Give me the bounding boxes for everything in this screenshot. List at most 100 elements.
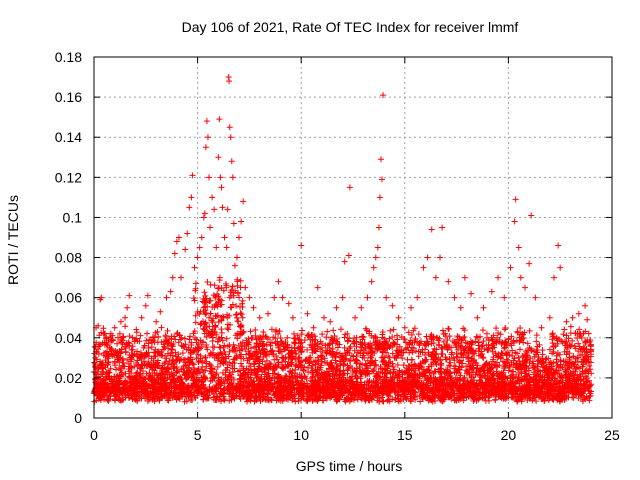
data-point bbox=[215, 298, 222, 305]
data-point bbox=[285, 392, 292, 399]
data-point bbox=[425, 375, 432, 382]
data-point bbox=[237, 310, 244, 317]
data-point bbox=[569, 337, 576, 344]
data-point bbox=[220, 357, 227, 364]
data-point bbox=[426, 393, 433, 400]
data-point bbox=[321, 355, 328, 362]
data-point bbox=[357, 341, 364, 348]
data-point bbox=[406, 370, 413, 377]
data-point bbox=[507, 374, 514, 381]
data-point bbox=[554, 337, 561, 344]
data-point bbox=[153, 386, 160, 393]
data-point bbox=[394, 336, 401, 343]
data-point bbox=[489, 387, 496, 394]
data-point bbox=[402, 339, 409, 346]
data-point bbox=[502, 324, 509, 331]
data-point bbox=[133, 326, 140, 333]
data-point bbox=[298, 348, 305, 355]
data-point bbox=[313, 348, 320, 355]
data-point bbox=[237, 353, 244, 360]
data-point bbox=[182, 341, 189, 348]
data-point bbox=[440, 338, 447, 345]
data-point bbox=[575, 395, 582, 402]
data-point bbox=[337, 326, 344, 333]
data-point bbox=[258, 373, 265, 380]
data-point bbox=[353, 360, 360, 367]
data-point bbox=[540, 394, 547, 401]
data-point bbox=[153, 371, 160, 378]
data-point bbox=[96, 361, 103, 368]
data-point bbox=[105, 398, 112, 405]
data-point bbox=[141, 375, 148, 382]
data-point bbox=[220, 287, 227, 294]
data-point bbox=[234, 290, 241, 297]
data-point bbox=[209, 386, 216, 393]
data-point bbox=[546, 346, 553, 353]
data-point bbox=[515, 354, 522, 361]
data-point bbox=[495, 329, 502, 336]
data-point bbox=[563, 338, 570, 345]
data-point bbox=[533, 338, 540, 345]
data-point bbox=[509, 386, 516, 393]
data-point bbox=[461, 327, 468, 334]
data-point bbox=[276, 348, 283, 355]
data-point bbox=[287, 367, 294, 374]
data-point bbox=[300, 367, 307, 374]
data-point bbox=[234, 354, 241, 361]
data-point bbox=[533, 398, 540, 405]
data-point bbox=[229, 345, 236, 352]
data-point bbox=[223, 366, 230, 373]
data-point bbox=[353, 343, 360, 350]
data-point bbox=[412, 373, 419, 380]
data-point bbox=[200, 368, 207, 375]
data-point bbox=[215, 385, 222, 392]
data-point bbox=[217, 350, 224, 357]
data-point bbox=[529, 376, 536, 383]
data-point bbox=[114, 349, 121, 356]
data-point bbox=[548, 363, 555, 370]
data-point bbox=[572, 391, 579, 398]
data-point bbox=[171, 393, 178, 400]
data-point bbox=[465, 350, 472, 357]
data-point bbox=[439, 382, 446, 389]
data-point bbox=[104, 361, 111, 368]
data-point bbox=[406, 378, 413, 385]
data-point bbox=[318, 370, 325, 377]
data-point bbox=[151, 334, 158, 341]
data-point bbox=[267, 342, 274, 349]
data-point bbox=[248, 382, 255, 389]
data-point bbox=[389, 334, 396, 341]
data-point bbox=[439, 350, 446, 357]
data-point bbox=[366, 330, 373, 337]
data-point bbox=[260, 354, 267, 361]
data-point bbox=[374, 346, 381, 353]
data-point bbox=[494, 354, 501, 361]
data-point bbox=[530, 369, 537, 376]
data-point bbox=[236, 347, 243, 354]
data-point bbox=[387, 342, 394, 349]
data-point bbox=[185, 344, 192, 351]
data-point bbox=[459, 337, 466, 344]
data-point bbox=[563, 351, 570, 358]
data-point bbox=[304, 396, 311, 403]
data-point bbox=[344, 387, 351, 394]
data-point bbox=[562, 395, 569, 402]
data-point bbox=[236, 331, 243, 338]
data-point bbox=[363, 393, 370, 400]
data-point bbox=[379, 398, 386, 405]
data-point bbox=[517, 324, 524, 331]
data-point bbox=[502, 344, 509, 351]
data-point bbox=[322, 393, 329, 400]
data-point bbox=[492, 362, 499, 369]
data-point bbox=[98, 360, 105, 367]
data-point bbox=[473, 333, 480, 340]
data-point bbox=[587, 353, 594, 360]
data-point bbox=[510, 382, 517, 389]
data-point bbox=[455, 387, 462, 394]
data-point bbox=[213, 384, 220, 391]
data-point bbox=[416, 339, 423, 346]
data-point bbox=[317, 352, 324, 359]
data-point bbox=[215, 374, 222, 381]
data-point bbox=[214, 312, 221, 319]
data-point bbox=[384, 397, 391, 404]
